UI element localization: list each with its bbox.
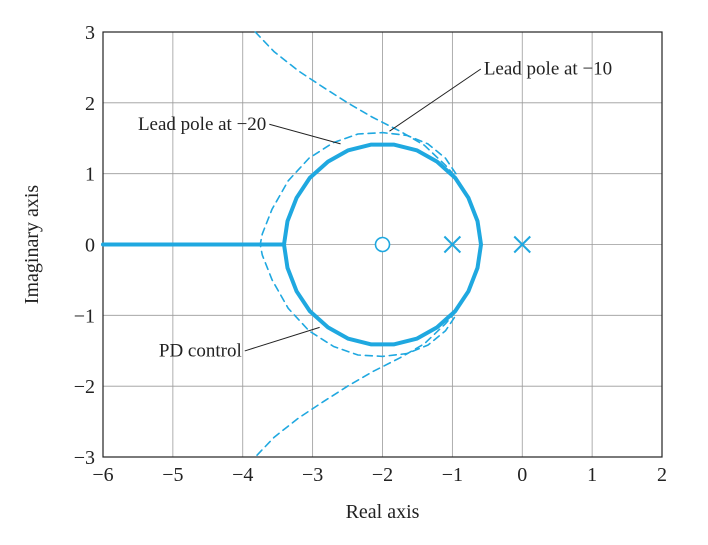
y-axis-label: Imaginary axis: [21, 185, 43, 305]
annotation-label: Lead pole at −20: [138, 114, 266, 135]
zero-marker: [374, 236, 391, 253]
x-tick-label: −3: [302, 464, 323, 486]
y-tick-label: −2: [74, 376, 95, 398]
y-tick-labels: −3 −2 −1 0 1 2 3: [74, 22, 95, 469]
x-axis-label: Real axis: [346, 501, 420, 523]
x-tick-labels: −6 −5 −4 −3 −2 −1 0 1 2: [92, 464, 667, 486]
y-tick-label: 0: [85, 235, 95, 257]
x-tick-label: −2: [372, 464, 393, 486]
annotation-leader: [269, 123, 341, 145]
series-group: [101, 31, 483, 458]
annotation-leader: [244, 326, 320, 352]
y-tick-label: 1: [85, 164, 95, 186]
marker-group: [374, 235, 531, 254]
annotation-label: PD control: [159, 340, 242, 361]
y-tick-label: −1: [74, 305, 95, 327]
annotation-label: Lead pole at −10: [484, 59, 612, 80]
series-line-1: [259, 131, 457, 358]
annotations: Lead pole at −10 Lead pole at −20 PD contr…: [138, 59, 612, 362]
annotation-leader: [389, 68, 482, 132]
x-tick-label: 0: [517, 464, 527, 486]
series-line-2: [254, 31, 457, 178]
x-tick-label: 2: [657, 464, 667, 486]
y-tick-label: 2: [85, 93, 95, 115]
y-tick-label: −3: [74, 447, 95, 469]
series-line-2: [254, 311, 457, 458]
pole-marker: [443, 235, 462, 254]
pole-marker: [513, 235, 531, 254]
x-tick-label: −1: [442, 464, 463, 486]
y-tick-label: 3: [85, 22, 95, 44]
x-tick-label: −4: [232, 464, 253, 486]
x-tick-label: −6: [92, 464, 113, 486]
x-tick-label: 1: [587, 464, 597, 486]
x-tick-label: −5: [162, 464, 183, 486]
series-line-0: [282, 142, 483, 347]
